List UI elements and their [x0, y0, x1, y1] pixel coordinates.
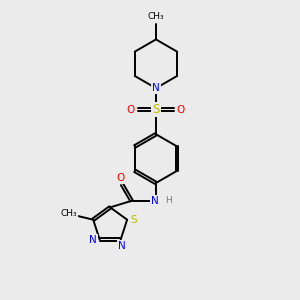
Text: N: N	[151, 196, 158, 206]
Text: S: S	[152, 103, 160, 116]
Text: O: O	[127, 105, 135, 115]
Text: O: O	[116, 173, 125, 183]
Text: N: N	[89, 235, 97, 244]
Text: S: S	[130, 215, 137, 225]
Text: CH₃: CH₃	[61, 208, 77, 217]
Text: CH₃: CH₃	[148, 12, 164, 21]
Text: H: H	[165, 196, 172, 205]
Text: O: O	[177, 105, 185, 115]
Text: N: N	[152, 83, 160, 93]
Text: N: N	[118, 241, 126, 251]
